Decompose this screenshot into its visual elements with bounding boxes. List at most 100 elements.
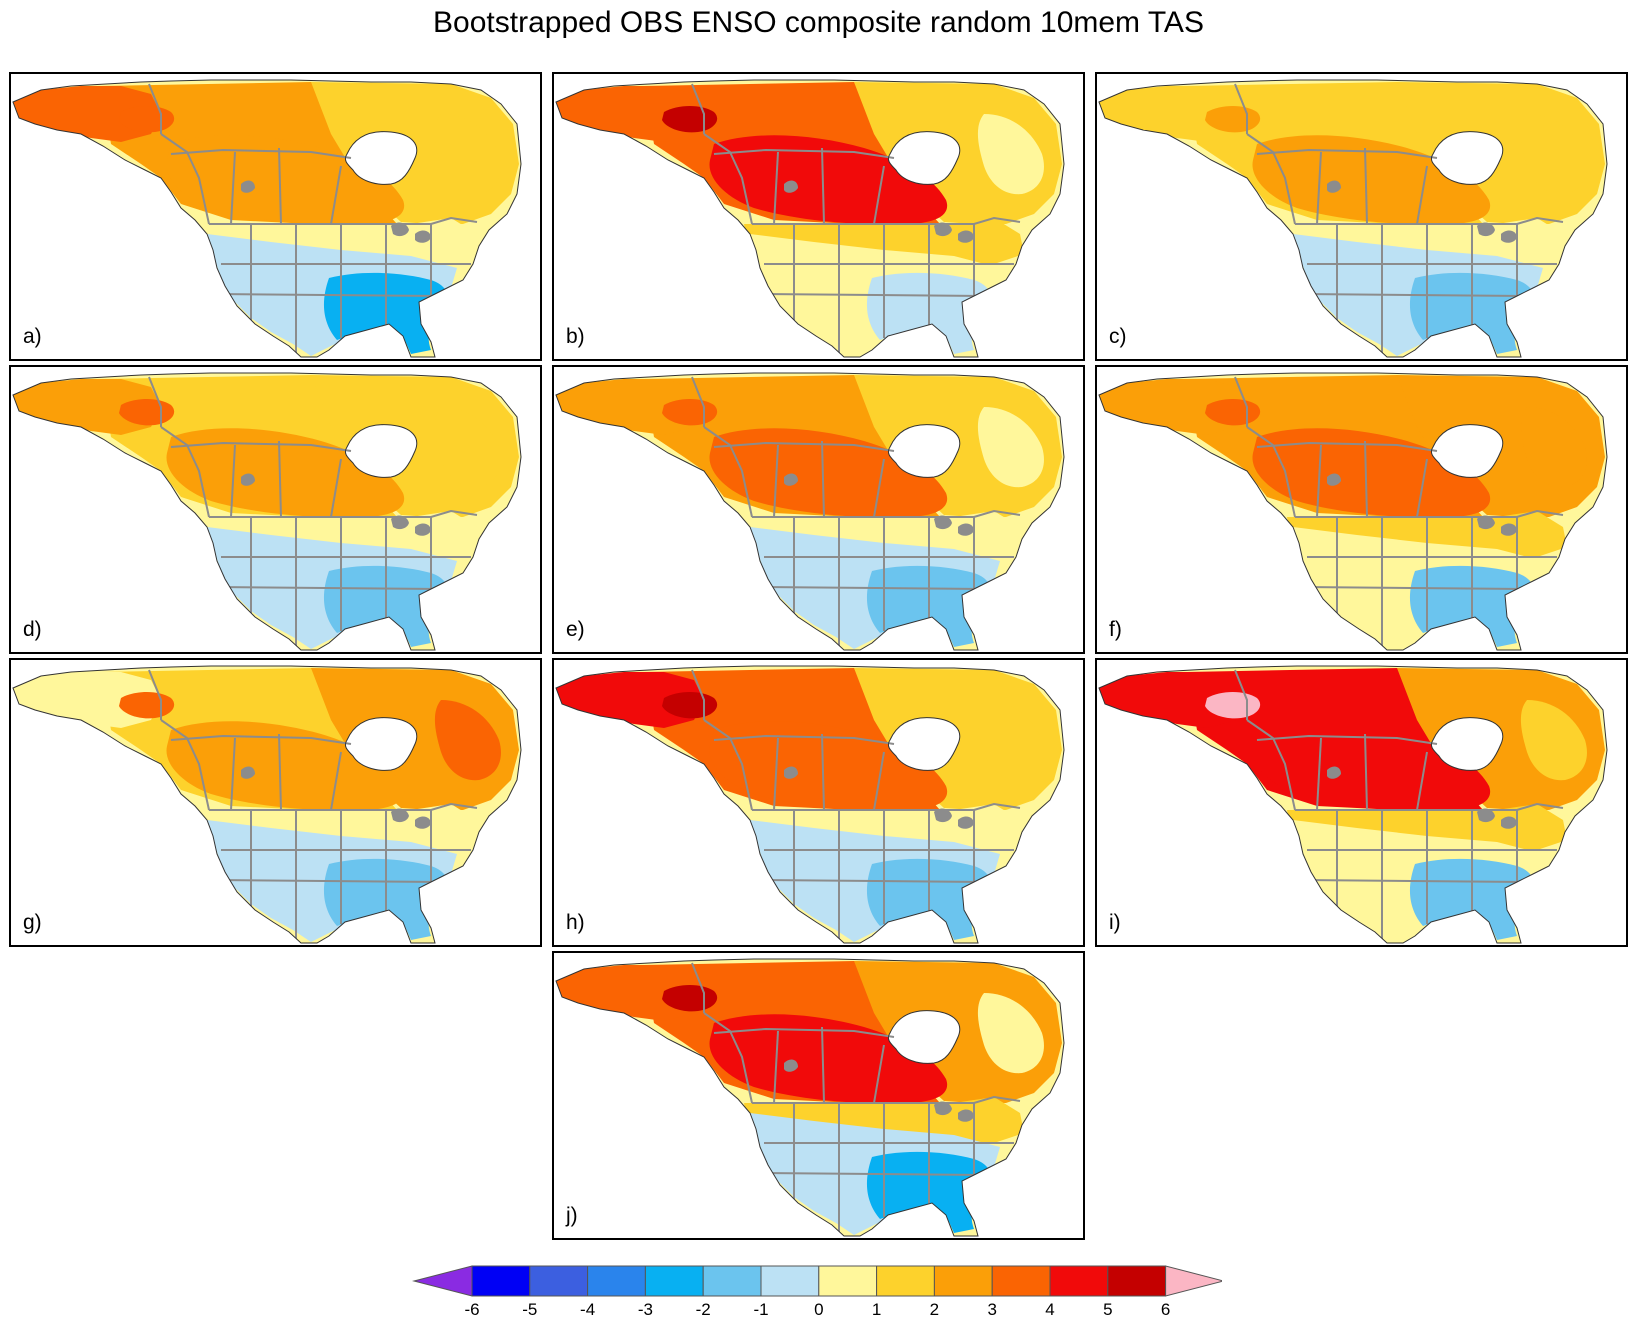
anomaly-region-north-atl [1520,407,1587,488]
lake [958,1109,974,1122]
coastline [555,665,1065,944]
panel-label: f) [1109,618,1122,641]
anomaly-region-north-atl [1520,700,1587,781]
political-border [160,133,210,225]
colorbar-tick-label: 2 [930,1300,939,1319]
political-border [1364,733,1368,811]
political-border [713,441,895,452]
map-canvas [1098,79,1608,358]
political-border [1316,444,1322,518]
colorbar-tick-label: 6 [1161,1300,1170,1319]
political-border [170,734,352,745]
colorbar-swatch [587,1265,646,1297]
colorbar-tick-label: 5 [1103,1300,1112,1319]
map-canvas [12,372,522,651]
political-border [703,1012,753,1104]
hudson-bay [1431,717,1503,771]
political-border [1301,879,1528,883]
lake [241,766,255,779]
political-border [773,737,779,811]
coastline [555,79,1065,358]
coastline [1098,372,1608,651]
political-border [1246,133,1296,225]
political-border [1256,734,1438,745]
hudson-coastline [344,131,418,185]
political-border [691,669,705,720]
political-border [215,879,442,883]
panel-label: j) [566,1204,578,1227]
map-panel: j) [552,951,1085,1240]
hudson-bay [1431,424,1503,478]
colorbar-swatch [471,1265,531,1297]
anomaly-region-north-atl [1520,114,1587,195]
anomaly-region-north-atl [434,114,501,195]
colorbar-tick-label: -2 [696,1300,711,1319]
political-border [758,1172,985,1176]
colorbar: -6 -5 -4 -3 -2 -1 0 1 2 3 4 5 6 [412,1262,1222,1319]
map-canvas [555,372,1065,651]
lake [1327,180,1341,193]
lake [934,808,952,823]
hudson-bay [345,131,417,185]
political-border [1416,458,1428,518]
political-border [230,151,236,225]
political-border [1364,440,1368,518]
map-canvas [12,665,522,944]
political-border [752,1095,1021,1104]
political-border [1234,376,1248,427]
political-border [1301,293,1528,297]
colorbar-tick-label: -3 [638,1300,653,1319]
colorbar-swatch [644,1265,704,1297]
map-canvas [555,665,1065,944]
political-border [1234,669,1248,720]
map-panel: a) [9,72,542,361]
political-border [703,426,753,518]
lake [1501,230,1517,243]
coastline [555,372,1065,651]
lake [1477,808,1495,823]
panel-label: d) [23,618,42,641]
political-border [703,133,753,225]
colorbar-swatch [760,1265,820,1297]
panel-label: e) [566,618,585,641]
political-border [1256,148,1438,159]
colorbar-graphic: -6 -5 -4 -3 -2 -1 0 1 2 3 4 5 6 [412,1265,1222,1319]
map-canvas [555,958,1065,1237]
political-border [1234,83,1248,134]
political-border [330,751,342,811]
political-border [703,719,753,811]
political-border [821,1026,825,1104]
map-panel: b) [552,72,1085,361]
political-border [1295,802,1564,811]
political-border [873,165,885,225]
political-border [1416,751,1428,811]
political-border [1316,151,1322,225]
colorbar-swatch [1107,1265,1167,1297]
anomaly-region-north-atl [977,407,1044,488]
lake [784,1059,798,1072]
political-border [1316,737,1322,811]
lake [1477,222,1495,237]
colorbar-tick-label: 0 [814,1300,823,1319]
figure-title: Bootstrapped OBS ENSO composite random 1… [433,6,1204,39]
political-border [752,216,1021,225]
hudson-bay [888,424,960,478]
political-border [148,83,162,134]
political-border [209,216,478,225]
political-border [691,962,705,1013]
political-border [278,733,282,811]
lake [241,180,255,193]
map-panel: g) [9,658,542,947]
colorbar-swatch [876,1265,935,1297]
political-border [1295,509,1564,518]
map-panel: i) [1095,658,1628,947]
lake [934,222,952,237]
political-border [330,165,342,225]
hudson-coastline [1430,131,1504,185]
colorbar-swatch [1049,1265,1109,1297]
map-canvas [555,79,1065,358]
lake [1501,523,1517,536]
panel-label: c) [1109,325,1127,348]
coastline [555,958,1065,1237]
panel-label: a) [23,325,42,348]
